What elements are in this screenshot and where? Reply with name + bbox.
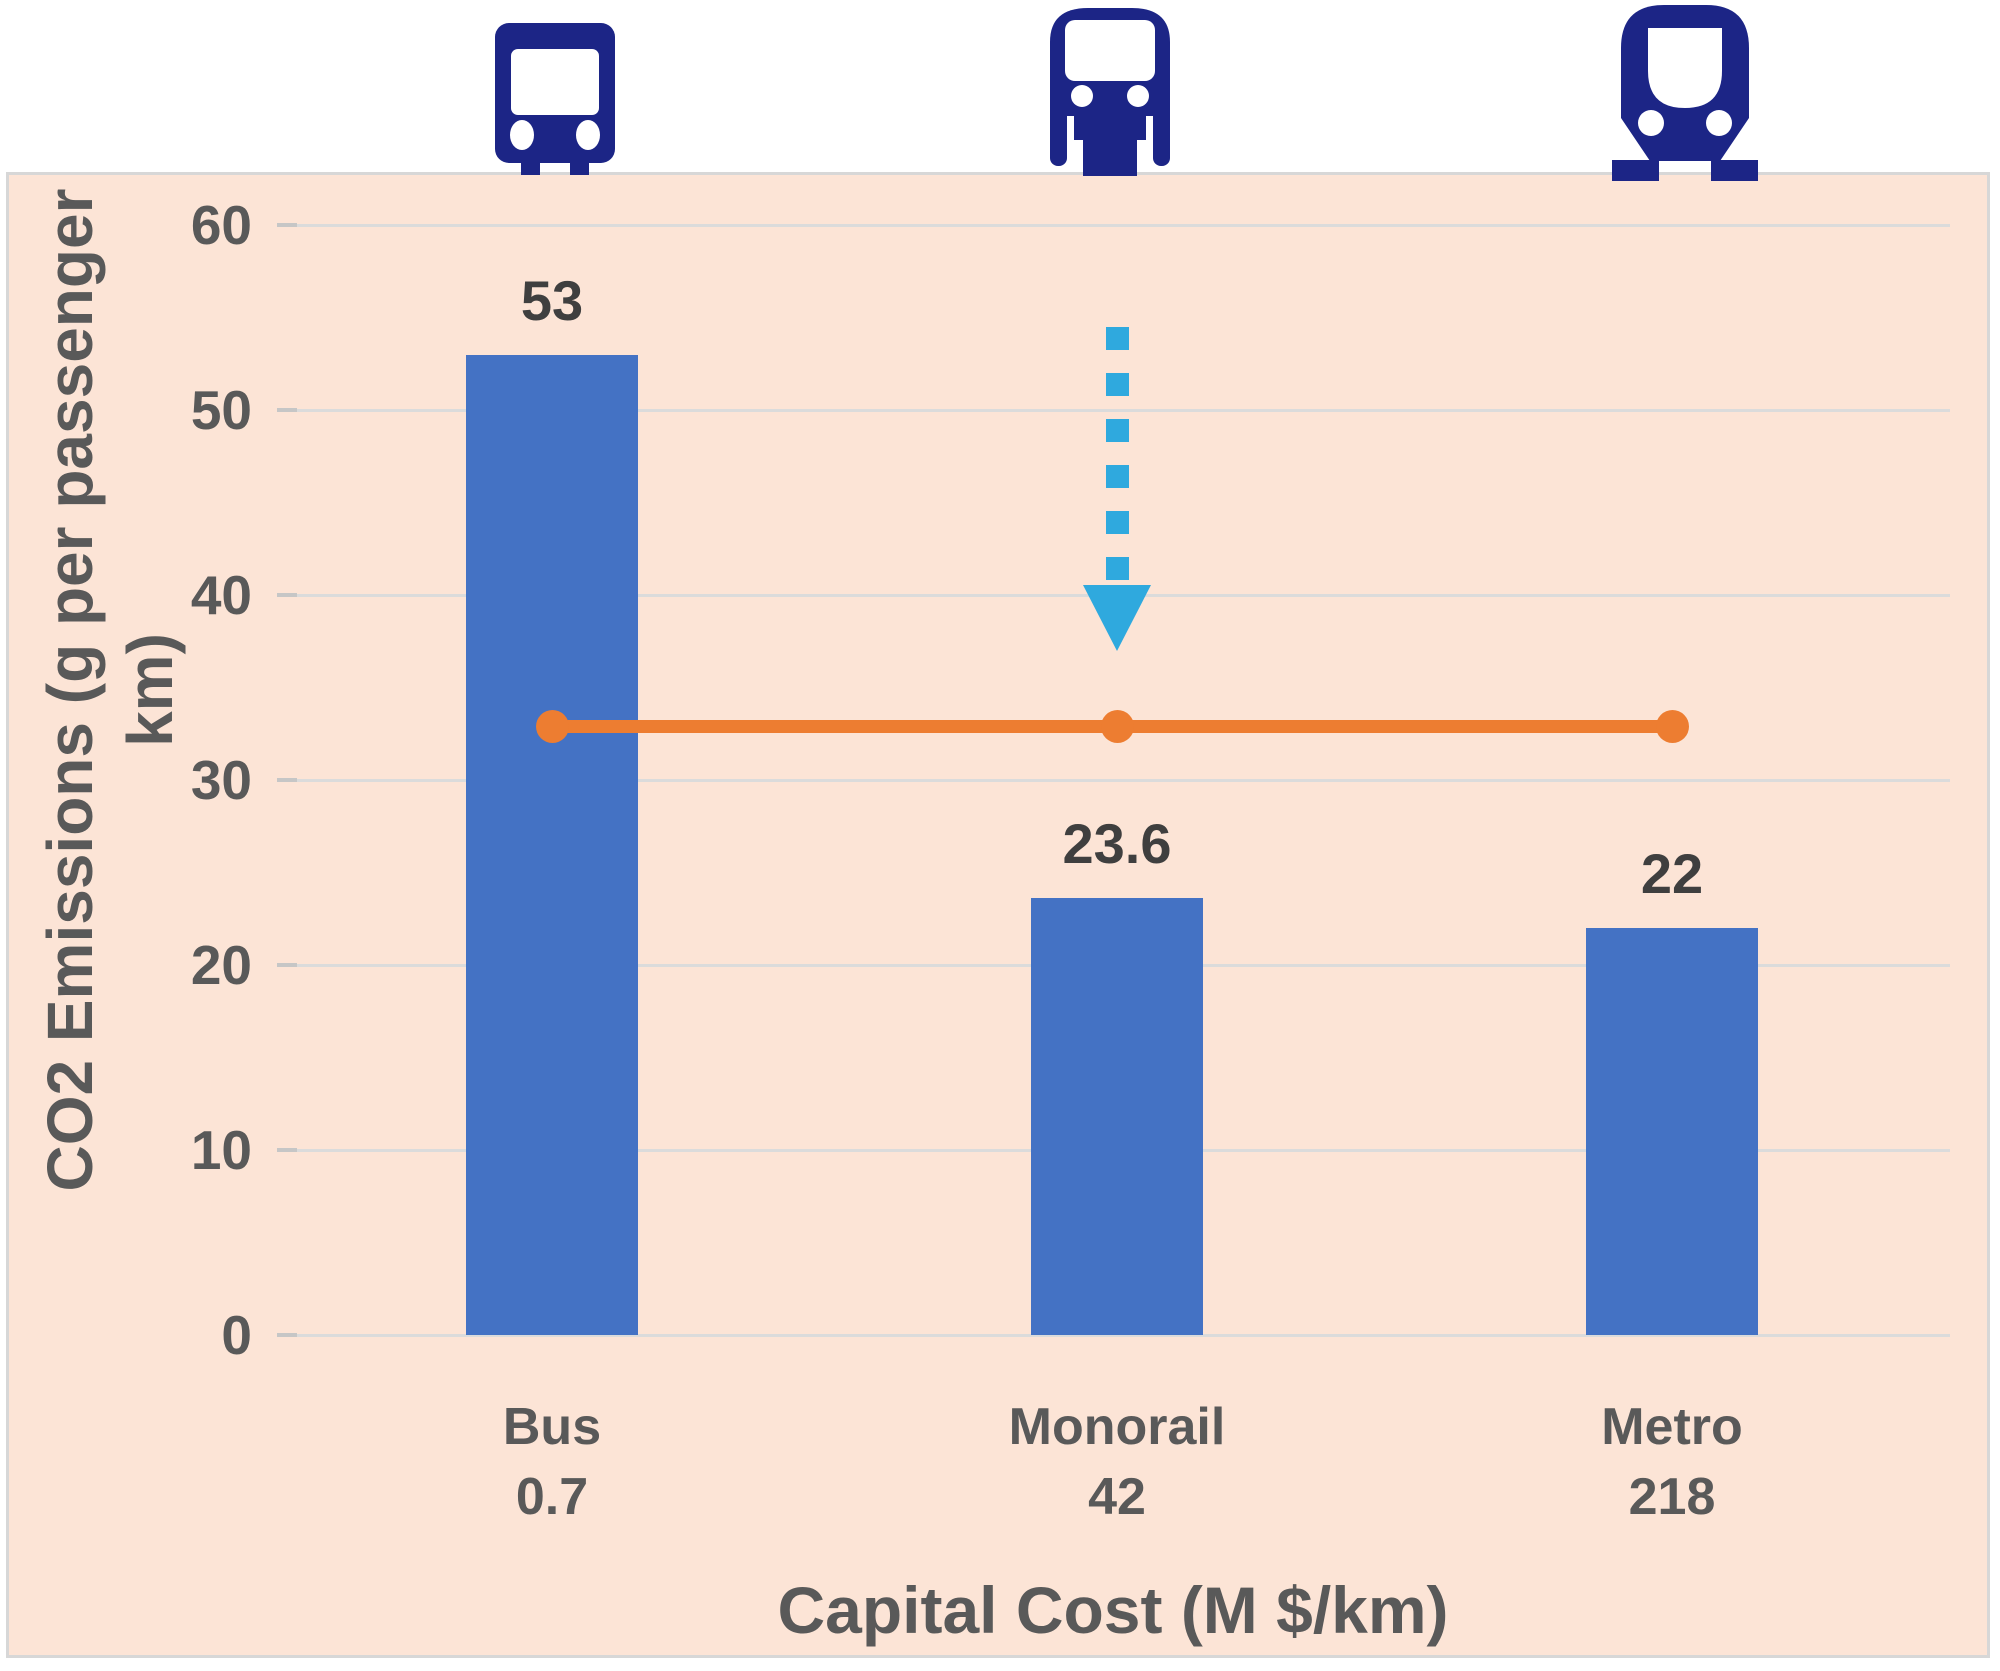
y-tick-mark (277, 963, 297, 967)
category-name: Monorail (1008, 1398, 1226, 1456)
series-line-marker (1655, 709, 1689, 743)
x-axis-title: Capital Cost (M $/km) (777, 1573, 1449, 1647)
bar-bus (466, 354, 638, 1335)
y-tick-label: 30 (190, 749, 252, 811)
y-tick-label: 10 (190, 1119, 252, 1181)
y-tick-label: 60 (190, 194, 252, 256)
metro-icon (1610, 0, 1760, 181)
x-category-label: Monorail 42 (917, 1392, 1317, 1532)
y-tick-label: 0 (221, 1304, 252, 1366)
series-line-marker (1100, 709, 1134, 743)
x-category-label: Metro 218 (1472, 1392, 1872, 1532)
category-name: Metro (1601, 1398, 1743, 1456)
y-tick-label: 40 (190, 564, 252, 626)
x-category-label: Bus 0.7 (352, 1392, 752, 1532)
down-arrow-icon (1083, 584, 1151, 651)
bar-value-label: 22 (1640, 842, 1704, 905)
arrow-dash (1105, 418, 1129, 442)
y-tick-mark (277, 1333, 297, 1337)
series-line-marker (535, 709, 569, 743)
bar-monorail (1031, 898, 1203, 1335)
category-cost-value: 42 (1088, 1468, 1146, 1526)
y-tick-mark (277, 223, 297, 227)
y-tick-mark (277, 408, 297, 412)
y-tick-mark (277, 778, 297, 782)
plot-panel (6, 172, 1990, 1658)
arrow-dash (1105, 326, 1129, 350)
gridline-50 (277, 409, 1950, 412)
bus-icon (495, 9, 615, 175)
y-axis-title: CO2 Emissions (g per passenger km) (30, 0, 190, 1390)
bar-value-label: 23.6 (1062, 812, 1172, 876)
y-tick-label: 20 (190, 934, 252, 996)
arrow-dash (1105, 556, 1129, 580)
arrow-dash (1105, 464, 1129, 488)
category-name: Bus (502, 1398, 602, 1456)
y-tick-label: 50 (190, 379, 252, 441)
y-axis-title-line1: CO2 Emissions (g per passenger (34, 188, 106, 1192)
bar-value-label: 53 (520, 268, 584, 332)
arrow-dash (1105, 510, 1129, 534)
gridline-30 (277, 779, 1950, 782)
y-tick-mark (277, 1148, 297, 1152)
category-cost-value: 218 (1628, 1468, 1716, 1526)
monorail-icon (1050, 4, 1170, 176)
bar-metro (1586, 928, 1758, 1335)
gridline-60 (277, 224, 1950, 227)
arrow-dash (1105, 372, 1129, 396)
y-axis-title-line2: km) (114, 633, 186, 747)
y-tick-mark (277, 593, 297, 597)
category-cost-value: 0.7 (515, 1468, 589, 1526)
gridline-0 (277, 1334, 1950, 1337)
